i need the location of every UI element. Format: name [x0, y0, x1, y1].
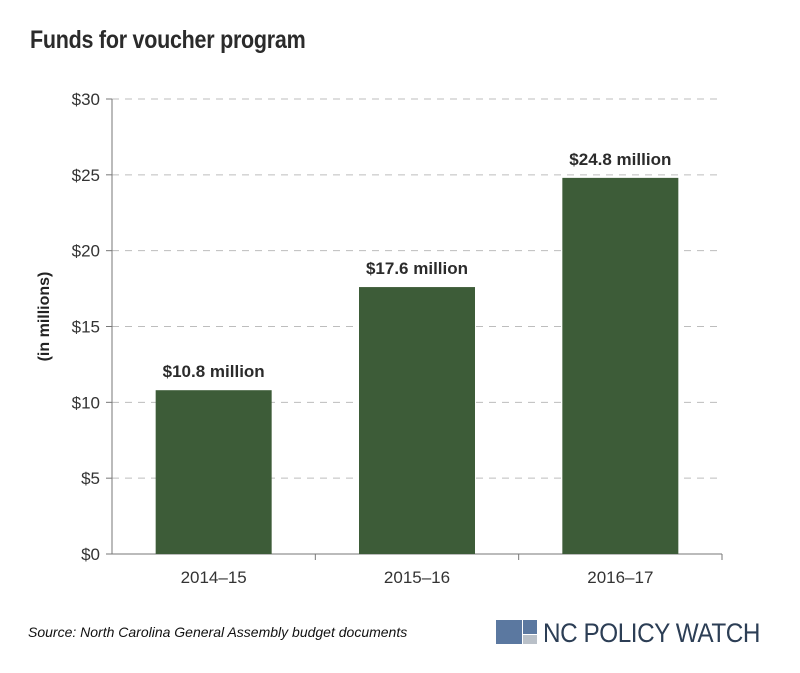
y-tick-label: $5 [81, 469, 100, 488]
bar [562, 177, 679, 554]
y-tick-label: $0 [81, 545, 100, 564]
logo-square-gray-icon [523, 635, 537, 644]
bar [155, 390, 272, 554]
data-label: $17.6 million [366, 259, 468, 278]
logo-square-icon [496, 620, 522, 644]
logo-text: NC POLICY WATCH [543, 618, 760, 648]
x-tick-label: 2014–15 [181, 568, 247, 587]
y-tick-label: $30 [72, 90, 100, 109]
x-tick-label: 2015–16 [384, 568, 450, 587]
logo-square-small-icon [523, 620, 537, 634]
y-axis-title: (in millions) [36, 272, 53, 362]
chart-title: Funds for voucher program [30, 26, 306, 54]
x-tick-label: 2016–17 [587, 568, 653, 587]
data-label: $24.8 million [569, 150, 671, 169]
bar-chart: $0 $5 $10 $15 $20 $25 $30 (in millions) 2014–15 $… [36, 90, 723, 587]
y-tick-label: $20 [72, 242, 100, 261]
bar [359, 287, 475, 554]
y-tick-label: $15 [72, 318, 100, 337]
y-tick-label: $25 [72, 166, 100, 185]
source-note: Source: North Carolina General Assembly … [28, 624, 408, 640]
data-label: $10.8 million [163, 362, 265, 381]
y-tick-label: $10 [72, 393, 100, 412]
